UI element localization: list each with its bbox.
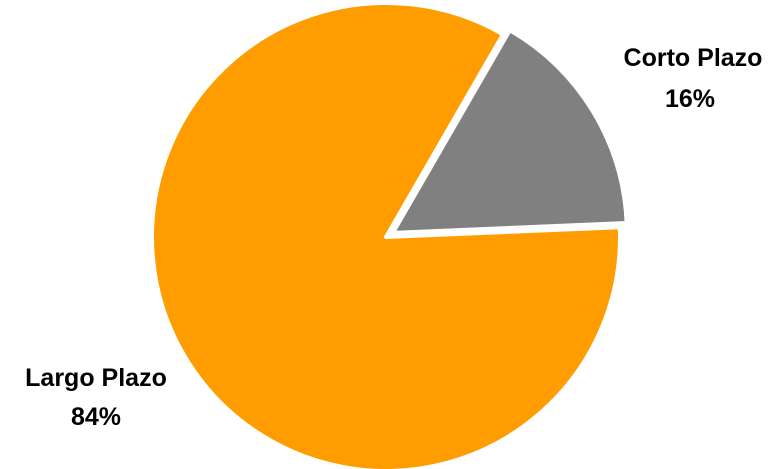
- pie-slice-corto-plazo: [390, 28, 629, 235]
- pie-data-labels: Corto Plazo 16% Largo Plazo 84%: [25, 44, 762, 431]
- data-label-corto-plazo-name: Corto Plazo: [624, 44, 763, 72]
- data-label-corto-plazo-value: 16%: [665, 85, 715, 113]
- data-label-largo-plazo-value: 84%: [71, 403, 121, 431]
- pie-slices: [150, 1, 629, 469]
- pie-slice-largo-plazo: [150, 1, 622, 469]
- data-label-largo-plazo-name: Largo Plazo: [25, 364, 167, 392]
